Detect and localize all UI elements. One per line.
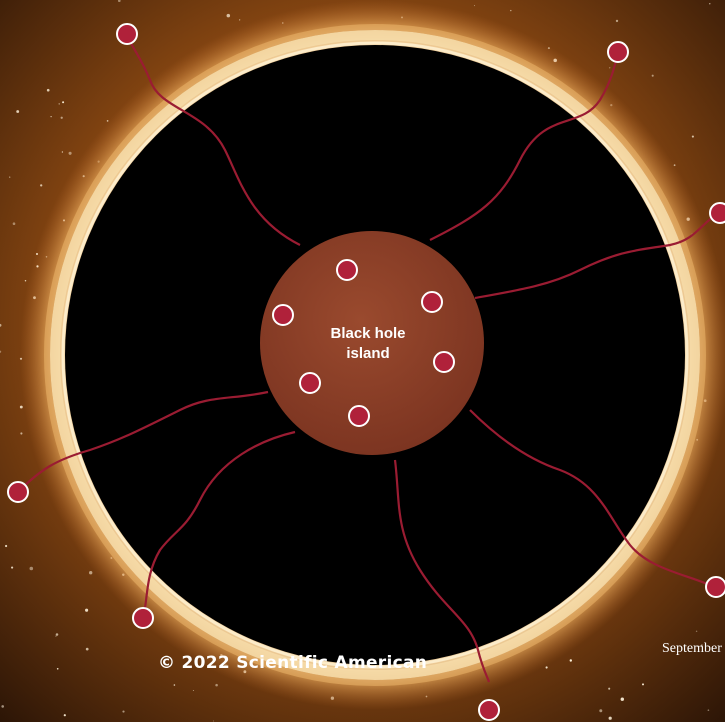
island-particle <box>272 304 294 326</box>
island-label-line1: Black hole <box>330 325 405 342</box>
accretion-ring <box>50 30 700 680</box>
star <box>701 644 703 646</box>
star <box>695 630 698 633</box>
tether-top-left <box>125 33 301 246</box>
star <box>20 432 23 435</box>
star <box>0 323 2 327</box>
star <box>239 19 241 21</box>
star <box>85 647 89 651</box>
star <box>12 222 16 225</box>
island-particle <box>433 351 455 373</box>
star <box>608 716 612 720</box>
star <box>60 116 63 119</box>
star <box>608 687 611 690</box>
star <box>62 101 65 104</box>
island-particle <box>336 259 358 281</box>
star <box>173 684 176 686</box>
star <box>122 710 125 713</box>
star <box>709 3 711 5</box>
star <box>40 184 43 187</box>
star <box>117 0 121 3</box>
star <box>0 350 2 353</box>
star <box>545 666 548 669</box>
issue-date: September 20 <box>662 641 725 656</box>
star <box>50 115 52 118</box>
star <box>11 566 14 569</box>
outer-particles <box>7 23 725 721</box>
star <box>16 110 20 113</box>
outer-particle <box>116 23 138 45</box>
black-hole-island <box>260 231 484 455</box>
star <box>651 74 654 77</box>
star <box>9 176 11 178</box>
star <box>192 689 194 692</box>
star <box>642 683 644 686</box>
star <box>615 19 619 23</box>
star <box>56 667 59 670</box>
star <box>63 714 66 717</box>
tether-bottom-right <box>469 409 715 588</box>
star <box>691 135 694 138</box>
accretion-ring-outer <box>44 24 706 686</box>
star <box>473 5 476 7</box>
outer-particle <box>709 202 725 224</box>
outer-particle <box>607 41 629 63</box>
star <box>85 608 89 612</box>
star <box>46 88 50 92</box>
star <box>609 67 611 69</box>
tether-left <box>17 390 269 493</box>
star <box>68 151 72 155</box>
star <box>55 635 57 637</box>
entanglement-tethers <box>17 33 719 683</box>
star <box>212 720 215 722</box>
star <box>89 571 93 575</box>
star <box>24 280 27 282</box>
island-particles <box>272 259 455 427</box>
tether-right <box>474 212 719 300</box>
island-label-line2: island <box>346 345 389 362</box>
star <box>226 13 231 18</box>
star <box>29 566 34 571</box>
island-particle <box>348 405 370 427</box>
tether-bottom-left <box>141 430 296 619</box>
star <box>620 697 624 701</box>
star <box>58 103 60 105</box>
island-particle <box>421 291 443 313</box>
star <box>61 151 64 153</box>
star <box>599 709 603 713</box>
island-particle <box>299 372 321 394</box>
star <box>215 683 218 687</box>
star <box>569 659 573 662</box>
outer-particle <box>705 576 725 598</box>
outer-particle <box>7 481 29 503</box>
tether-bottom <box>393 459 491 683</box>
tether-top-right <box>429 51 620 241</box>
star <box>1 705 5 708</box>
star <box>510 9 512 12</box>
star <box>5 544 8 548</box>
star <box>55 633 59 636</box>
star <box>19 405 23 409</box>
outer-particle <box>478 699 500 721</box>
star <box>707 709 710 712</box>
outer-particle <box>132 607 154 629</box>
copyright-notice: © 2022 Scientific American <box>158 653 428 673</box>
accretion-ring-inner <box>61 41 689 669</box>
